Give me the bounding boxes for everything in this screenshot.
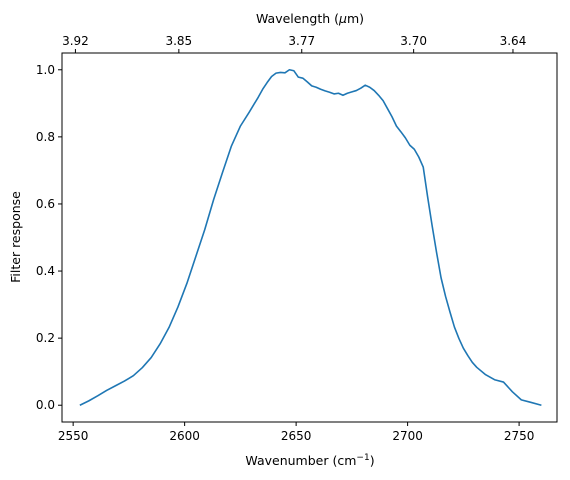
x-tick-label: 2750 xyxy=(504,429,535,443)
y-tick-label: 0.6 xyxy=(36,197,55,211)
plot-area xyxy=(61,52,558,423)
y-tick-label: 1.0 xyxy=(36,63,55,77)
top-tick-label: 3.85 xyxy=(165,34,192,48)
top-tick-label: 3.70 xyxy=(400,34,427,48)
x-tick-label: 2550 xyxy=(58,429,89,443)
y-tick-label: 0.0 xyxy=(36,398,55,412)
y-axis: 0.0 0.2 0.4 0.6 0.8 1.0 xyxy=(36,63,62,412)
top-tick-label: 3.64 xyxy=(500,34,527,48)
plot-frame xyxy=(61,52,558,423)
x-tick-label: 2600 xyxy=(169,429,200,443)
x-tick-label: 2700 xyxy=(392,429,423,443)
y-tick-label: 0.2 xyxy=(36,331,55,345)
y-axis-label: Filter response xyxy=(8,191,23,283)
y-tick-label: 0.4 xyxy=(36,264,55,278)
x-axis-label: Wavenumber (cm−1) xyxy=(245,453,374,468)
y-tick-label: 0.8 xyxy=(36,130,55,144)
x-axis-top: 3.92 3.85 3.77 3.70 3.64 xyxy=(62,34,526,53)
top-tick-label: 3.77 xyxy=(288,34,315,48)
x-axis-bottom: 2550 2600 2650 2700 2750 xyxy=(58,422,534,443)
series-line xyxy=(79,68,542,407)
x-tick-label: 2650 xyxy=(281,429,312,443)
top-x-axis-label: Wavelength (μm) xyxy=(256,11,364,26)
top-tick-label: 3.92 xyxy=(62,34,89,48)
